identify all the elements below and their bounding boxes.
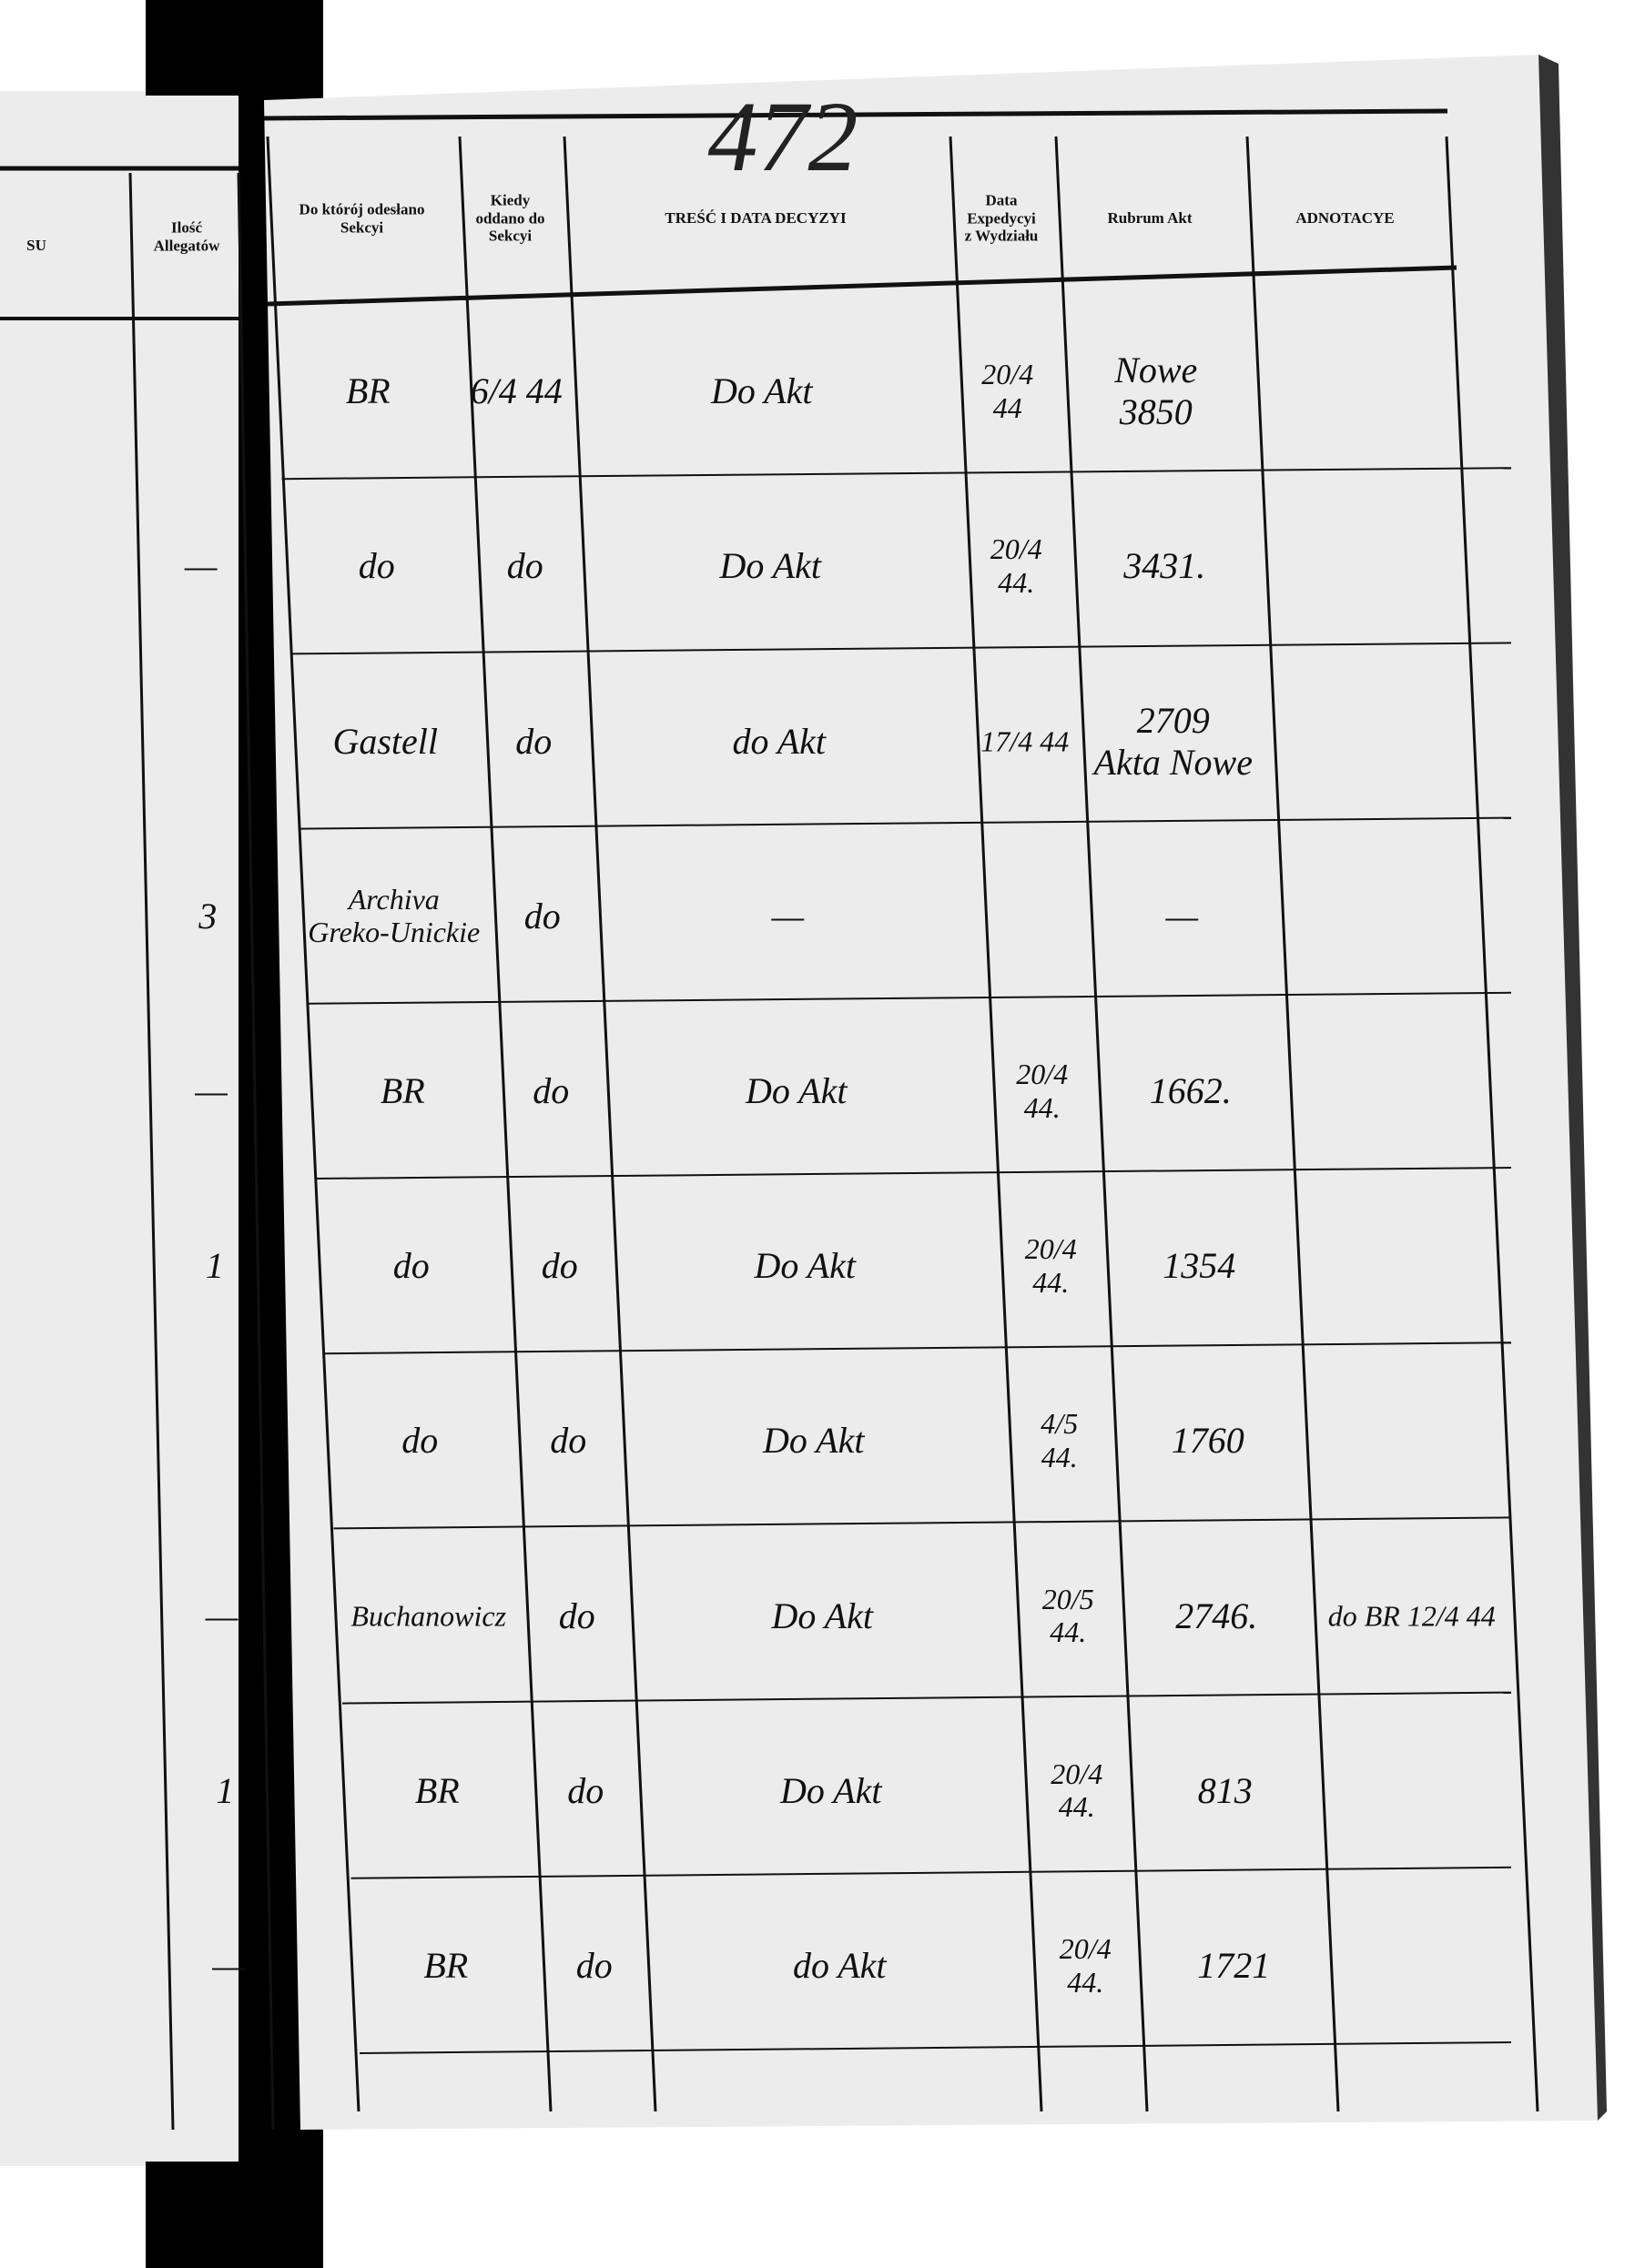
cell-kiedy: do: [541, 1245, 578, 1287]
cell-rubrum: 3431.: [1123, 545, 1206, 587]
column-rule: [1054, 136, 1149, 2112]
right-page: [264, 55, 1598, 2130]
allegaty: —: [184, 545, 218, 587]
cell-kiedy: do: [567, 1769, 604, 1811]
cell-kiedy: do: [533, 1069, 570, 1111]
cell-rubrum: 1354: [1163, 1245, 1236, 1287]
column-rule: [1445, 136, 1539, 2112]
row-rule: [307, 991, 1512, 1005]
left-column-rule: [237, 172, 275, 2131]
row-rule: [281, 467, 1512, 481]
cell-kiedy: do: [558, 1595, 595, 1636]
column-rule: [266, 136, 360, 2112]
row-rule: [299, 816, 1512, 830]
column-rule: [563, 136, 657, 2112]
cell-rubrum: 813: [1197, 1769, 1253, 1811]
cell-data: 20/4 44.: [1024, 1232, 1077, 1300]
cell-sekcja: BR: [345, 370, 391, 412]
left-column-rule: [128, 172, 175, 2131]
row-rule: [333, 1516, 1512, 1530]
cell-data: 20/4 44.: [1016, 1058, 1069, 1124]
column-header: TREŚĆ I DATA DECYZYI: [665, 209, 847, 228]
top-rule: [263, 108, 1448, 121]
cell-rubrum: —: [1165, 895, 1199, 937]
cell-tresc: do Akt: [792, 1944, 887, 1986]
cell-rubrum: 1662.: [1149, 1069, 1232, 1111]
cell-sekcja: BR: [423, 1944, 469, 1986]
cell-sekcja: do: [401, 1420, 439, 1462]
cell-rubrum: 2709 Akta Nowe: [1093, 699, 1253, 783]
cell-tresc: Do Akt: [711, 370, 813, 412]
cell-tresc: do Akt: [732, 720, 827, 762]
column-header: ADNOTACYE: [1295, 209, 1395, 228]
cell-data: 20/4 44.: [990, 532, 1042, 600]
column-header: SU: [26, 237, 46, 255]
allegaty: —: [195, 1069, 228, 1111]
column-header: Rubrum Akt: [1107, 209, 1193, 228]
row-rule: [359, 2041, 1512, 2054]
header-rule: [267, 265, 1457, 307]
page-number: 472: [707, 80, 858, 192]
row-rule: [324, 1342, 1512, 1355]
column-rule: [1245, 136, 1340, 2112]
cell-sekcja: do: [392, 1245, 430, 1287]
cell-tresc: Do Akt: [771, 1595, 873, 1636]
row-rule: [350, 1866, 1512, 1879]
cell-kiedy: do: [575, 1944, 613, 1986]
cell-tresc: Do Akt: [780, 1769, 882, 1811]
cell-tresc: Do Akt: [763, 1420, 865, 1462]
allegaty: 3: [198, 895, 218, 937]
cell-adnotacye: do BR 12/4 44: [1327, 1599, 1496, 1633]
cell-kiedy: do: [515, 720, 553, 762]
cell-rubrum: Nowe 3850: [1114, 349, 1198, 433]
cell-tresc: Do Akt: [719, 545, 821, 587]
allegaty: —: [205, 1595, 239, 1636]
row-rule: [341, 1691, 1512, 1705]
left-page-sheet: [0, 96, 239, 2162]
column-header: Do którój odesłano Sekcyi: [299, 200, 425, 236]
cell-sekcja: Archiva Greko-Unickie: [308, 882, 481, 949]
cell-rubrum: 1760: [1171, 1420, 1244, 1462]
cell-rubrum: 1721: [1197, 1944, 1271, 1986]
cell-sekcja: do: [358, 545, 395, 587]
allegaty: 1: [216, 1769, 235, 1811]
cell-kiedy: 6/4 44: [470, 370, 563, 412]
allegaty: 1: [205, 1245, 224, 1287]
cell-sekcja: BR: [414, 1769, 460, 1811]
cell-sekcja: Gastell: [332, 720, 439, 762]
cell-tresc: —: [771, 895, 805, 937]
cell-data: 20/4 44.: [1059, 1932, 1112, 1999]
margin: [0, 0, 146, 91]
cell-data: 17/4 44: [980, 724, 1070, 758]
column-header: Data Expedycyi z Wydziału: [964, 191, 1039, 245]
cell-kiedy: do: [506, 545, 543, 587]
allegaty: —: [212, 1944, 245, 1986]
cell-tresc: Do Akt: [754, 1245, 856, 1287]
page-edge: [1538, 55, 1607, 2121]
column-header: Kiedy oddano do Sekcyi: [475, 191, 545, 245]
row-rule: [316, 1167, 1512, 1180]
cell-rubrum: 2746.: [1175, 1595, 1258, 1636]
cell-kiedy: do: [523, 895, 561, 937]
cell-sekcja: BR: [380, 1069, 425, 1111]
cell-data: 20/4 44.: [1051, 1757, 1103, 1824]
cell-kiedy: do: [550, 1420, 587, 1462]
column-header: Ilość Allegatów: [153, 218, 220, 254]
column-rule: [949, 136, 1043, 2112]
cell-data: 20/5 44.: [1041, 1582, 1094, 1649]
cell-sekcja: Buchanowicz: [350, 1599, 507, 1633]
row-rule: [289, 642, 1512, 655]
column-rule: [458, 136, 553, 2112]
cell-data: 4/5 44.: [1041, 1407, 1079, 1474]
cell-tresc: Do Akt: [746, 1069, 848, 1111]
cell-data: 20/4 44: [981, 358, 1034, 425]
